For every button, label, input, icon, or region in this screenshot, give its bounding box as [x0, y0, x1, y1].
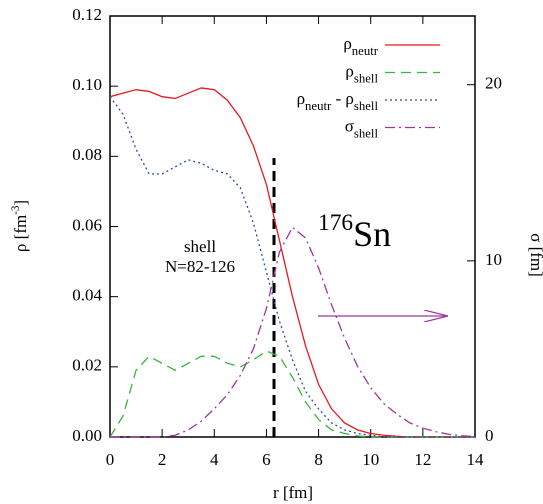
y-tick-label: 0.12 — [72, 5, 102, 24]
annotation: N=82-126 — [165, 257, 235, 276]
x-tick-label: 12 — [414, 450, 431, 469]
y-tick-label: 0.04 — [72, 286, 102, 305]
legend-label: ρshell — [345, 61, 378, 85]
x-tick-label: 10 — [362, 450, 379, 469]
text-part: ρ — [297, 89, 305, 108]
text-part: - ρ — [331, 89, 354, 108]
text-part: -3 — [10, 205, 22, 215]
data-line — [109, 350, 475, 438]
legend-label: ρneutr — [343, 34, 378, 58]
text-part: neutr — [305, 99, 332, 113]
x-axis-label: r [fm] — [273, 483, 313, 502]
x-tick-label: 14 — [467, 450, 485, 469]
y2-axis-label: σ [fm] — [527, 233, 543, 277]
y-axis-label: ρ [fm-3] — [10, 200, 30, 252]
legend-label: ρneutr - ρshell — [297, 89, 379, 113]
x-tick-label: 2 — [158, 450, 167, 469]
plot-frame — [109, 15, 476, 438]
text-part: Sn — [353, 214, 391, 254]
annotation: shell — [184, 237, 216, 256]
text-part: ] — [11, 200, 30, 206]
text-part: shell — [354, 71, 379, 85]
x-tick-label: 0 — [106, 450, 115, 469]
y-tick-label: 0.06 — [72, 215, 102, 234]
y-tick-label: 0.02 — [72, 356, 102, 375]
text-part: ρ — [345, 61, 353, 80]
nucleus-label: 176Sn — [318, 210, 391, 254]
text-part: 176 — [318, 210, 353, 236]
y-tick-label: 0.00 — [72, 426, 102, 445]
x-tick-label: 4 — [210, 450, 219, 469]
text-part: σ — [345, 116, 354, 135]
text-part: ρ — [343, 34, 351, 53]
y-tick-label: 0.10 — [72, 75, 102, 94]
legend-label: σshell — [345, 116, 379, 140]
y-tick-label: 0.08 — [72, 145, 102, 164]
text-part: ρ [fm — [11, 215, 30, 252]
x-tick-label: 8 — [314, 450, 323, 469]
y2-tick-label: 0 — [485, 426, 494, 445]
text-part: neutr — [352, 44, 379, 58]
x-tick-label: 6 — [262, 450, 271, 469]
y2-tick-label: 20 — [485, 74, 502, 93]
text-part: shell — [354, 126, 379, 140]
data-line — [109, 96, 475, 438]
text-part: shell — [354, 99, 379, 113]
y2-tick-label: 10 — [485, 250, 502, 269]
data-line — [110, 226, 476, 438]
